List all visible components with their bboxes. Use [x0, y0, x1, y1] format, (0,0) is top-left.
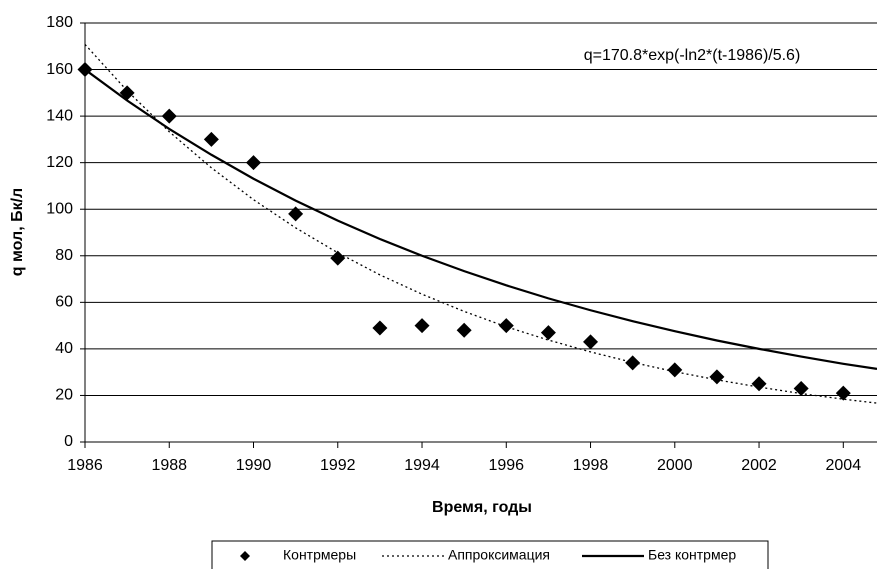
x-tick-label: 1996 [488, 457, 524, 474]
data-point [751, 376, 767, 392]
y-axis-label: q мол, Бк/л [9, 188, 26, 276]
x-tick-label: 1994 [404, 457, 440, 474]
x-tick-label: 2000 [657, 457, 693, 474]
y-tick-label: 100 [46, 200, 73, 217]
y-tick-label: 60 [55, 294, 73, 311]
legend-label: Без контрмер [648, 547, 736, 563]
y-tick-label: 140 [46, 107, 73, 124]
data-point [835, 385, 851, 401]
data-point [203, 131, 219, 147]
data-point [119, 85, 135, 101]
data-point [414, 318, 430, 334]
data-point [161, 108, 177, 124]
data-point [667, 362, 683, 378]
data-point [456, 322, 472, 338]
data-point [540, 325, 556, 341]
data-point [288, 206, 304, 222]
legend-symbol [240, 551, 250, 561]
y-tick-label: 160 [46, 61, 73, 78]
data-point [793, 380, 809, 396]
x-tick-label: 1992 [320, 457, 356, 474]
data-point [372, 320, 388, 336]
x-tick-label: 2002 [741, 457, 777, 474]
data-point [709, 369, 725, 385]
x-tick-label: 1988 [151, 457, 187, 474]
data-point [498, 318, 514, 334]
x-tick-label: 2004 [826, 457, 862, 474]
x-tick-label: 1986 [67, 457, 103, 474]
y-tick-label: 180 [46, 14, 73, 31]
legend-label: Аппроксимация [448, 547, 550, 563]
x-tick-label: 1990 [236, 457, 272, 474]
y-tick-label: 40 [55, 340, 73, 357]
data-point [583, 334, 599, 350]
y-tick-label: 0 [64, 433, 73, 450]
y-tick-label: 80 [55, 247, 73, 264]
x-axis-label: Время, годы [432, 499, 532, 516]
annotation: q=170.8*exp(-ln2*(t-1986)/5.6) [584, 47, 801, 64]
data-point [246, 155, 262, 171]
x-tick-label: 1998 [573, 457, 609, 474]
line-series [84, 43, 877, 404]
legend-box [211, 540, 769, 569]
y-tick-label: 20 [55, 387, 73, 404]
legend-label: Контрмеры [283, 547, 356, 563]
y-tick-label: 120 [46, 154, 73, 171]
data-point [330, 250, 346, 266]
line-series [84, 68, 877, 370]
